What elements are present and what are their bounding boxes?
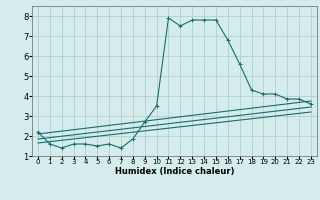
X-axis label: Humidex (Indice chaleur): Humidex (Indice chaleur) — [115, 167, 234, 176]
